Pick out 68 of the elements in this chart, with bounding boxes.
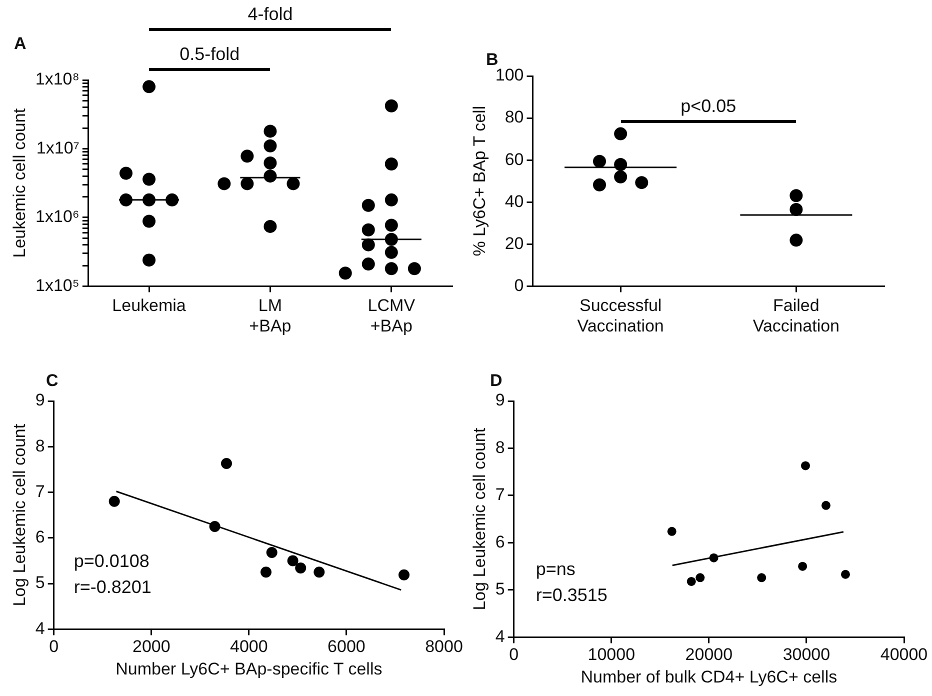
y-tick-label: 20	[504, 234, 524, 253]
x-tick-label: 8000	[425, 637, 463, 656]
point	[287, 555, 298, 566]
text: 4-fold	[248, 4, 293, 25]
x-tick-label: 6000	[328, 637, 366, 656]
point	[709, 553, 718, 562]
x-tick-label: 20000	[685, 645, 733, 664]
x-tick-label: Failed Vaccination	[752, 296, 840, 336]
y-tick-label: 9	[35, 390, 45, 410]
y-tick-label: 5	[495, 580, 505, 599]
y-tick-label: 1x10⁷	[36, 138, 80, 158]
y-tick-label: 6	[35, 528, 45, 547]
y-tick-label: 7	[35, 482, 45, 501]
x-axis-title: Number of bulk CD4+ Ly6C+ cells	[580, 667, 838, 686]
x-tick-label: LCMV +BAp	[368, 296, 416, 336]
point	[220, 458, 232, 470]
y-axis-title: Log Leukemic cell count	[470, 428, 489, 610]
point	[800, 461, 810, 470]
y-tick-label: 0	[514, 276, 524, 295]
y-tick-label: 1x10⁶	[36, 207, 80, 226]
x-tick-label: LM +BAp	[249, 296, 292, 336]
x-tick-label: 4000	[230, 637, 268, 656]
annotation: r=-0.8201	[74, 577, 152, 598]
point	[266, 547, 278, 558]
y-tick-label: 1x10⁵	[36, 276, 80, 295]
y-tick-label: 9	[495, 390, 505, 410]
point	[840, 570, 850, 579]
point	[696, 573, 705, 582]
y-axis-title: Log Leukemic cell count	[10, 424, 29, 606]
y-tick-label: 5	[35, 573, 45, 592]
y-axis-title: % Ly6C+ BAp T cell	[470, 106, 489, 256]
x-tick-label: 2000	[132, 637, 170, 656]
chart-title: A	[14, 34, 26, 54]
x-tick-label: Successful Vaccination	[577, 296, 664, 336]
point	[821, 500, 830, 510]
point	[667, 526, 676, 536]
point	[295, 562, 306, 574]
point	[398, 569, 410, 580]
point	[686, 576, 696, 586]
y-tick-label: 4	[495, 626, 505, 646]
text: 0.5-fold	[180, 44, 240, 65]
annotation: r=0.3515	[536, 585, 608, 606]
y-tick-label: 80	[504, 108, 524, 127]
point	[757, 573, 766, 582]
point	[260, 566, 272, 578]
y-tick-label: 60	[504, 150, 524, 169]
x-tick-label: 30000	[782, 645, 830, 664]
x-tick-label: 10000	[588, 645, 636, 664]
point	[314, 566, 325, 578]
y-tick-label: 8	[495, 438, 505, 457]
annotation: p=ns	[536, 559, 576, 580]
y-tick-label: 1x10⁸	[35, 70, 80, 89]
point	[108, 496, 120, 507]
y-tick-label: 8	[35, 436, 45, 456]
point	[798, 562, 808, 571]
x-axis-title: Number Ly6C+ BAp-specific T cells	[116, 659, 382, 678]
y-axis-title: Leukemic cell count	[10, 108, 29, 258]
x-tick-label: 40000	[880, 645, 928, 664]
annotation: p=0.0108	[74, 551, 150, 572]
chart-title: C	[46, 371, 58, 391]
y-tick-label: 7	[495, 485, 505, 504]
y-tick-label: 4	[35, 618, 45, 638]
x-tick-label: Leukemia	[112, 296, 186, 316]
point	[209, 521, 220, 532]
chart-title: D	[490, 371, 502, 391]
annotation: p<0.05	[680, 96, 736, 117]
y-tick-label: 40	[504, 192, 524, 211]
y-tick-label: 6	[495, 532, 505, 552]
